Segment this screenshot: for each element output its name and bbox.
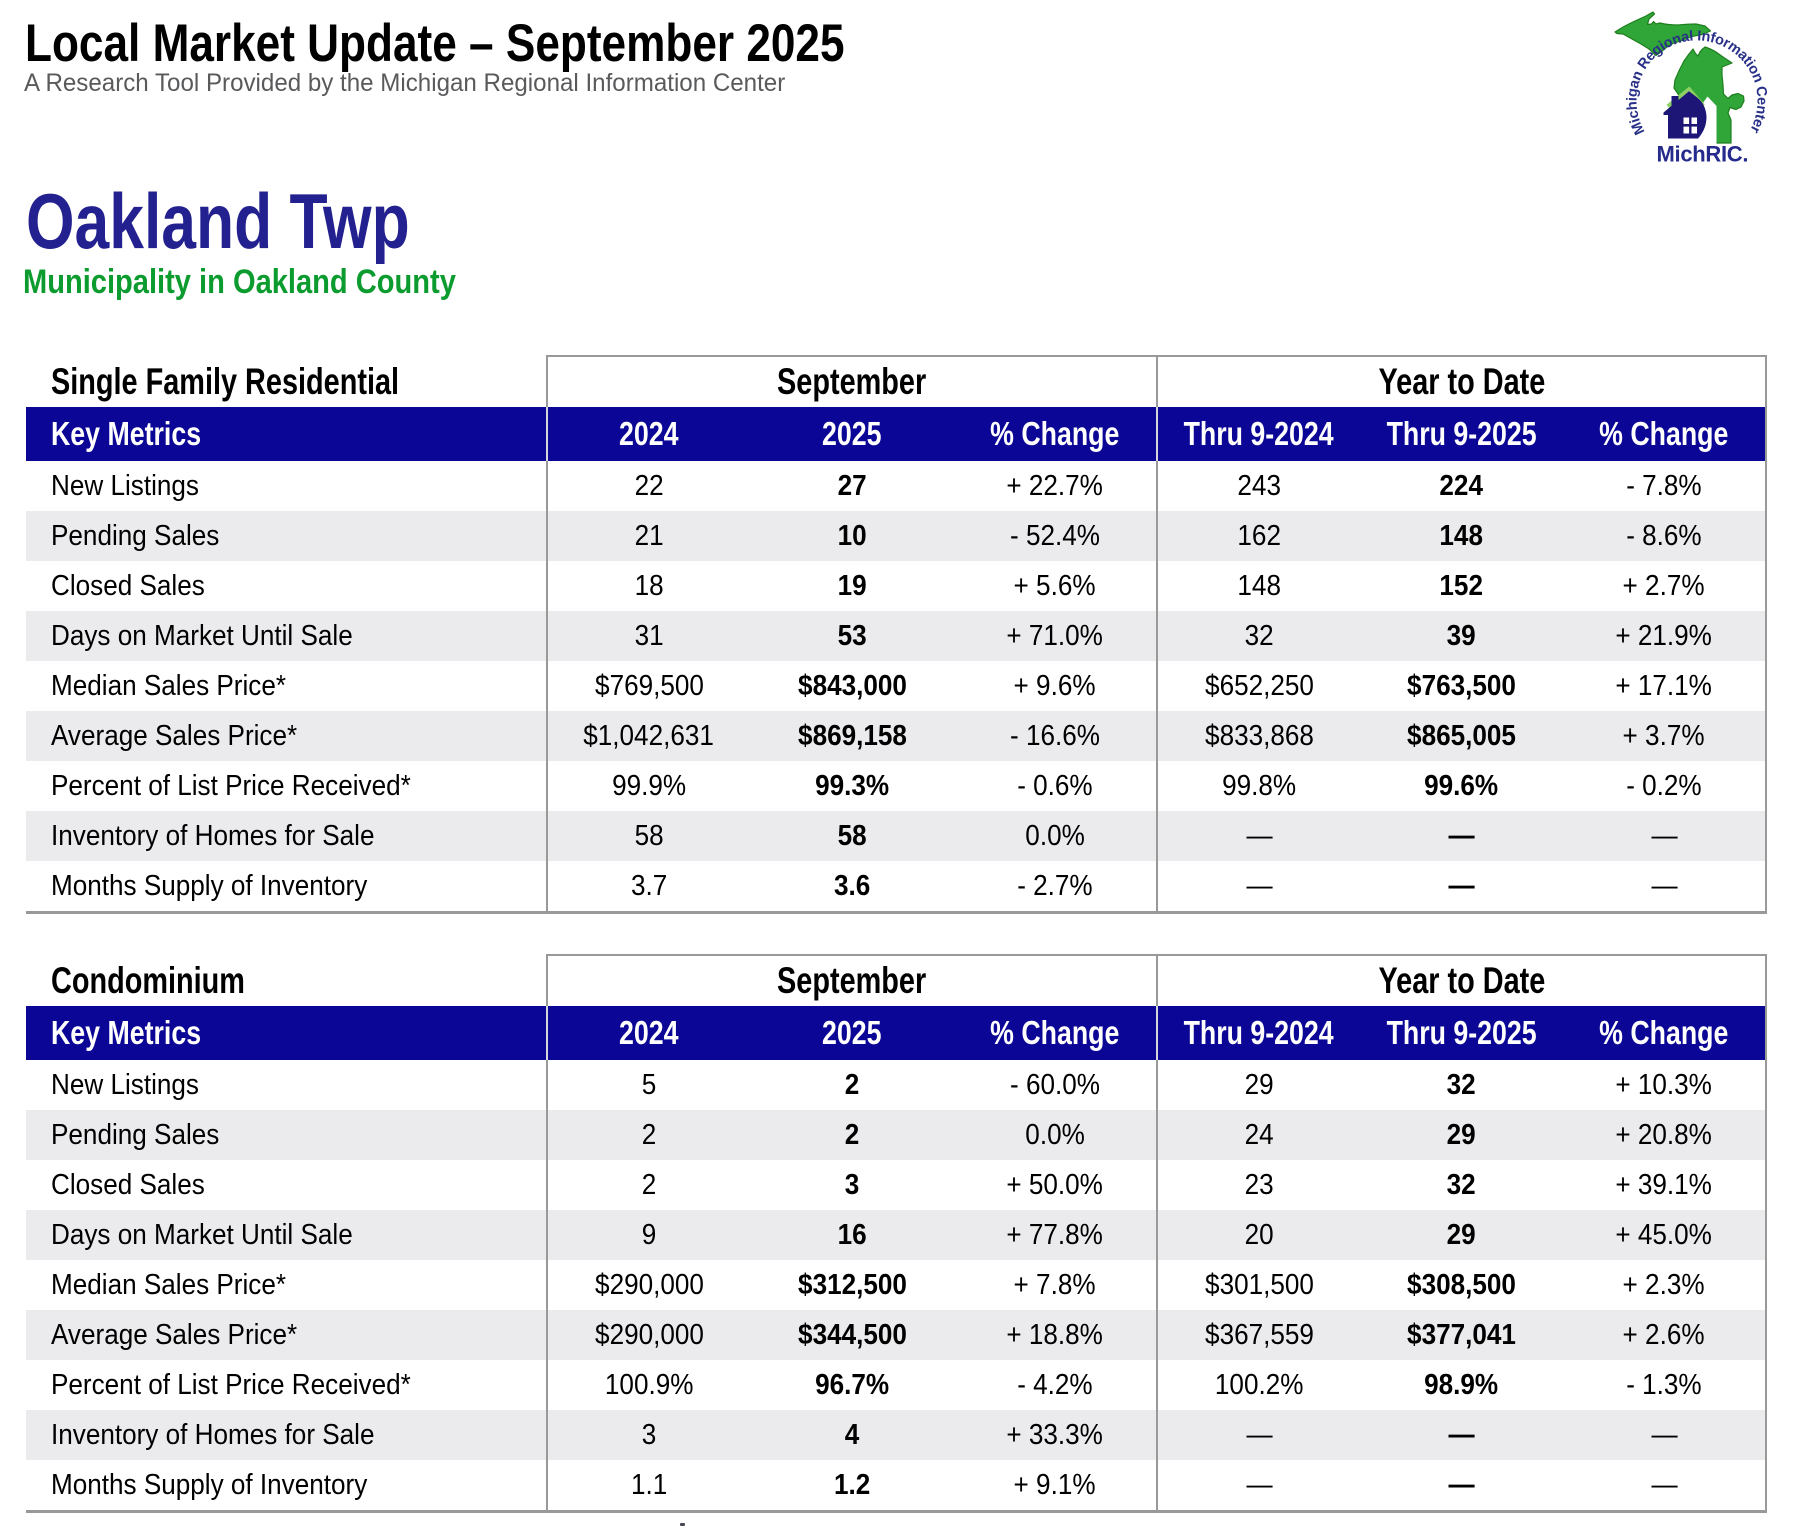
svg-text:MichRIC.: MichRIC. bbox=[1657, 142, 1749, 166]
